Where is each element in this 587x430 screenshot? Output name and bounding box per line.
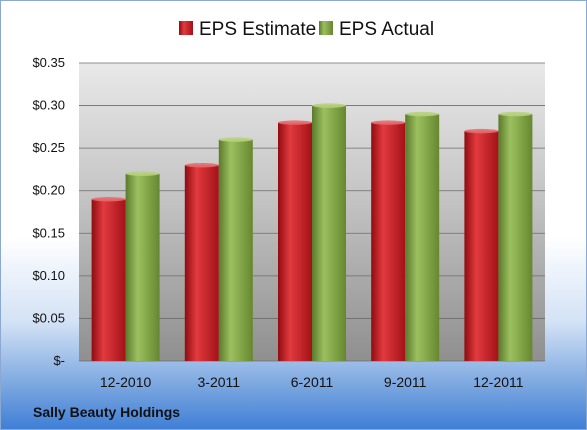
y-tick-label: $0.25 <box>32 140 65 155</box>
x-axis: 12-2010 3-2011 6-2011 9-2011 12-2011 <box>100 374 524 390</box>
bar-top-cap <box>278 120 312 125</box>
bar-top-cap <box>498 111 533 117</box>
company-name: Sally Beauty Holdings <box>33 404 180 420</box>
x-category-label: 9-2011 <box>384 374 427 390</box>
x-category-label: 12-2010 <box>100 374 152 390</box>
y-tick-label: $0.30 <box>32 98 65 113</box>
legend-label-actual: EPS Actual <box>339 19 434 40</box>
legend: EPS Estimate EPS Actual <box>179 19 434 40</box>
bar-actual <box>125 173 160 361</box>
bar-estimate <box>371 122 406 361</box>
x-category-label: 6-2011 <box>291 374 334 390</box>
y-tick-label: $0.20 <box>32 183 65 198</box>
bar-top-cap <box>218 137 253 142</box>
bar-actual <box>218 139 253 361</box>
legend-swatch-actual <box>319 21 333 35</box>
bar-estimate <box>278 122 312 361</box>
bar-top-cap <box>91 197 126 202</box>
y-tick-label: $0.15 <box>32 225 65 240</box>
bar-actual <box>405 114 440 361</box>
y-tick-label: $0.10 <box>32 268 65 283</box>
bar-top-cap <box>312 103 346 108</box>
legend-swatch-estimate <box>179 21 193 35</box>
bar-top-cap <box>125 171 160 176</box>
bar-actual <box>498 114 533 361</box>
y-tick-label: $0.35 <box>32 55 65 70</box>
bar-top-cap <box>184 162 219 168</box>
x-category-label: 12-2011 <box>473 374 524 390</box>
legend-label-estimate: EPS Estimate <box>199 19 316 40</box>
bar-estimate <box>184 165 219 361</box>
bar-actual <box>312 105 346 361</box>
bar-top-cap <box>405 111 440 117</box>
bar-top-cap <box>371 120 406 125</box>
bar-estimate <box>464 131 499 361</box>
bars <box>91 103 533 361</box>
x-category-label: 3-2011 <box>198 374 241 390</box>
bar-top-cap <box>464 128 499 134</box>
y-axis: $- $0.05 $0.10 $0.15 $0.20 $0.25 $0.30 $0.35 <box>32 55 65 368</box>
y-tick-label: $0.05 <box>32 310 65 325</box>
bar-estimate <box>91 199 126 361</box>
y-tick-label: $- <box>53 353 65 368</box>
